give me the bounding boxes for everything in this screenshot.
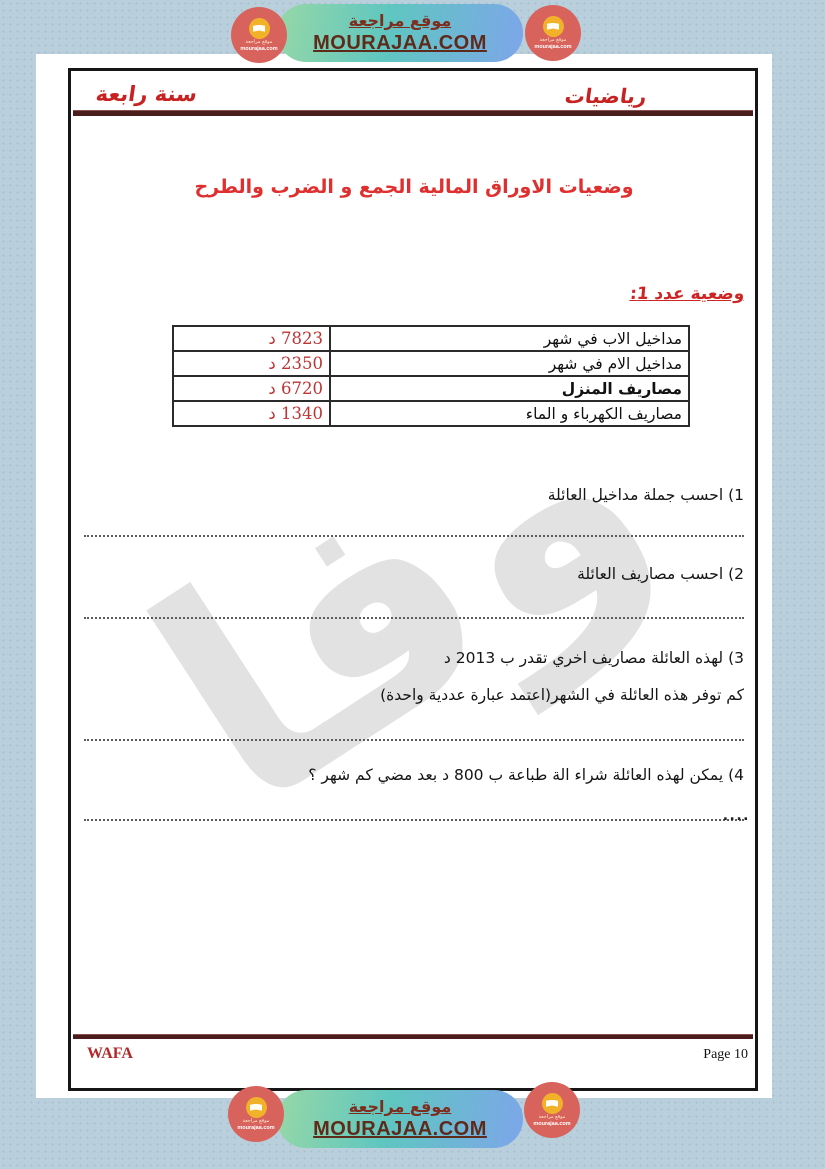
open-book-icon <box>547 22 559 30</box>
site-logo-badge: موقع مراجعة mourajaa.com <box>231 7 287 63</box>
logo-circle <box>245 1096 267 1118</box>
site-logo-badge: موقع مراجعة mourajaa.com <box>525 5 581 61</box>
question-2: 2) احسب مصاريف العائلة <box>577 565 744 583</box>
author-label: WAFA <box>87 1045 133 1062</box>
subject-label: رياضيات <box>563 84 649 108</box>
badge-site-domain: mourajaa.com <box>534 44 572 51</box>
row-label: مداخيل الاب في شهر <box>329 325 690 352</box>
answer-line-3 <box>84 738 744 741</box>
open-book-icon <box>250 1103 262 1111</box>
worksheet-title: وضعيات الاوراق المالية الجمع و الضرب وال… <box>194 176 634 198</box>
open-book-icon <box>253 24 265 32</box>
row-label: مصاريف الكهرباء و الماء <box>329 400 690 427</box>
site-domain-link[interactable]: MOURAJAA.COM <box>313 1117 487 1140</box>
row-value: 6720 د <box>172 375 331 402</box>
row-value: 7823 د <box>172 325 331 352</box>
badge-site-name: موقع مراجعة <box>245 38 273 45</box>
income-expenses-table: مداخيل الاب في شهر 7823 د مداخيل الام في… <box>172 325 690 427</box>
row-label: مصاريف المنزل <box>329 375 690 402</box>
header-rule <box>73 110 753 116</box>
site-logo-badge: موقع مراجعة mourajaa.com <box>228 1086 284 1142</box>
footer-rule <box>73 1034 753 1039</box>
logo-circle <box>542 15 564 37</box>
answer-line-4 <box>84 818 744 821</box>
trailing-dots: .... <box>722 808 750 824</box>
document-border <box>68 68 758 1091</box>
answer-line-1 <box>84 534 744 537</box>
logo-circle <box>248 17 270 39</box>
badge-site-domain: mourajaa.com <box>240 46 278 53</box>
page-number: Page 10 <box>703 1047 748 1062</box>
grade-label: سنة رابعة <box>94 82 199 106</box>
question-1: 1) احسب جملة مداخيل العائلة <box>547 486 744 504</box>
question-3-line-1: 3) لهذه العائلة مصاريف اخري تقدر ب 2013 … <box>443 649 744 667</box>
site-banner-top[interactable]: موقع مراجعة MOURAJAA.COM <box>277 4 523 62</box>
row-value: 2350 د <box>172 350 331 377</box>
row-label: مداخيل الام في شهر <box>329 350 690 377</box>
site-name-arabic[interactable]: موقع مراجعة <box>348 1097 452 1117</box>
question-3-line-2: كم توفر هذه العائلة في الشهر(اعتمد عبارة… <box>380 686 744 704</box>
badge-site-name: موقع مراجعة <box>538 1113 566 1120</box>
table-row: مصاريف الكهرباء و الماء 1340 د <box>172 400 690 427</box>
question-4: 4) يمكن لهذه العائلة شراء الة طباعة ب 80… <box>308 766 744 784</box>
document-page: وفا <box>36 54 772 1098</box>
row-value: 1340 د <box>172 400 331 427</box>
badge-site-domain: mourajaa.com <box>237 1125 275 1132</box>
badge-site-name: موقع مراجعة <box>539 36 567 43</box>
site-name-arabic[interactable]: موقع مراجعة <box>348 11 452 31</box>
site-banner-bottom[interactable]: موقع مراجعة MOURAJAA.COM <box>277 1090 523 1148</box>
badge-site-domain: mourajaa.com <box>533 1121 571 1128</box>
open-book-icon <box>546 1099 558 1107</box>
site-domain-link[interactable]: MOURAJAA.COM <box>313 31 487 54</box>
exercise-heading: وضعية عدد 1: <box>628 284 745 304</box>
answer-line-2 <box>84 616 744 619</box>
badge-site-name: موقع مراجعة <box>242 1117 270 1124</box>
table-row: مداخيل الام في شهر 2350 د <box>172 350 690 377</box>
table-row: مصاريف المنزل 6720 د <box>172 375 690 402</box>
logo-circle <box>541 1092 563 1114</box>
site-logo-badge: موقع مراجعة mourajaa.com <box>524 1082 580 1138</box>
table-row: مداخيل الاب في شهر 7823 د <box>172 325 690 352</box>
